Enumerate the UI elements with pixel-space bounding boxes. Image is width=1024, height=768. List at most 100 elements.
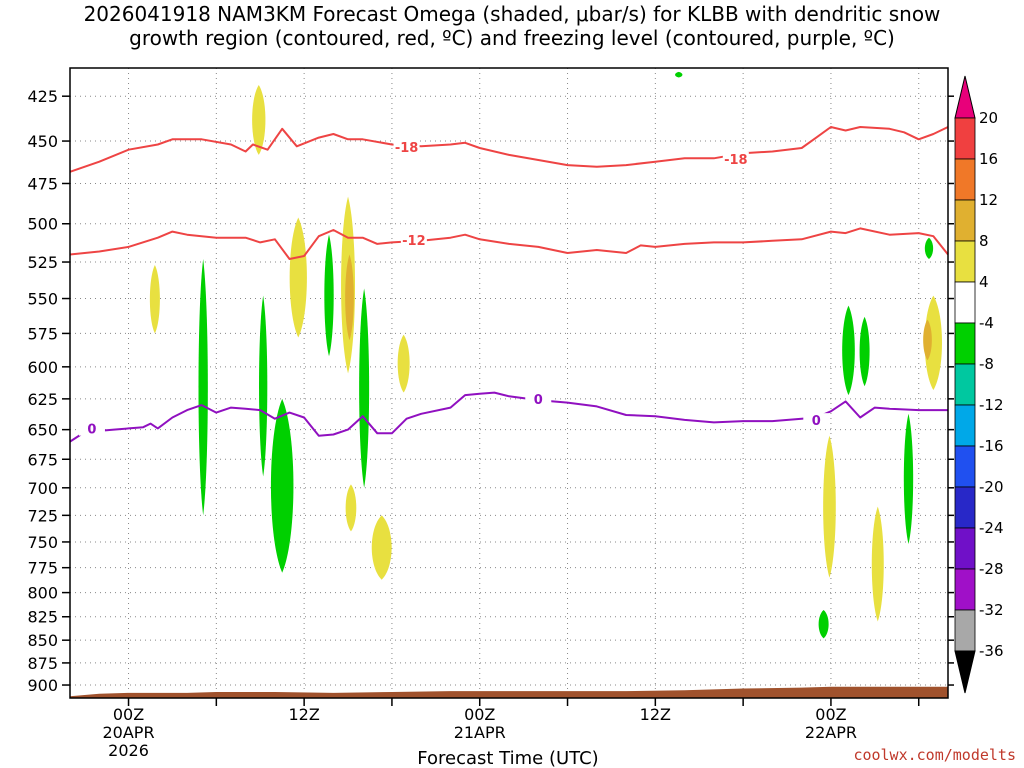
contour-label-0: 0 (812, 414, 821, 429)
omega-region-17 (842, 305, 855, 396)
y-tick-label: 500 (27, 215, 58, 234)
colorbar: 20 16 12 8 4 -4 -8 -12 -16 -20 -24 -28 -32 -36 (954, 75, 1004, 694)
contour-label-bg (400, 232, 427, 247)
contour-label-bg (722, 152, 749, 167)
x-tick-label: 21APR (454, 723, 506, 742)
y-tick-label: 725 (27, 506, 58, 525)
omega-region-5 (397, 334, 410, 393)
omega-region-8 (924, 295, 942, 391)
colorbar-bin (954, 117, 976, 160)
y-tick-label: 775 (27, 559, 58, 578)
y-tick-label: 825 (27, 608, 58, 627)
omega-region-10 (823, 435, 836, 578)
colorbar-bin (954, 240, 976, 283)
colorbar-label: -24 (979, 519, 1004, 537)
colorbar-bottom-arrow (954, 650, 976, 694)
contour-label-0: 0 (87, 423, 96, 438)
y-tick-label: 450 (27, 132, 58, 151)
x-tick-label: 00Z (815, 705, 846, 724)
y-axis-ticks: 425 450 475 500 525 550 575 600 625 650 675 700 725 7… (27, 87, 954, 695)
plot-frame (69, 67, 949, 699)
contour-label-0: 0 (534, 393, 543, 408)
colorbar-label: 4 (979, 273, 989, 291)
x-tick-label: 20APR (102, 723, 154, 742)
contour-label--18: -18 (724, 153, 748, 168)
colorbar-label: -12 (979, 396, 1004, 414)
y-tick-label: 475 (27, 174, 58, 193)
terrain-fill (70, 686, 948, 698)
y-tick-label: 850 (27, 631, 58, 650)
chart-title-line1: 2026041918 NAM3KM Forecast Omega (shaded… (83, 2, 941, 26)
colorbar-label: 12 (979, 191, 998, 209)
contour-label-bg (78, 421, 105, 436)
contour-label-bg (393, 140, 420, 155)
y-tick-label: 900 (27, 676, 58, 695)
colorbar-label: -4 (979, 314, 994, 332)
temperature-contours: -18 -18 -12 0 0 0 (69, 126, 949, 443)
omega-region-21 (924, 237, 934, 260)
terrain-area (70, 686, 948, 698)
x-tick-label: 22APR (805, 723, 857, 742)
colorbar-top-arrow (954, 75, 976, 119)
x-tick-label: 2026 (108, 741, 149, 760)
y-tick-label: 550 (27, 290, 58, 309)
x-tick-label: 00Z (464, 705, 495, 724)
colorbar-bin (954, 445, 976, 488)
x-tick-label: 00Z (113, 705, 144, 724)
colorbar-bin (954, 527, 976, 570)
plot-border (69, 67, 949, 699)
colorbar-label: -36 (979, 642, 1004, 660)
colorbar-bin (954, 199, 976, 242)
colorbar-bin (954, 363, 976, 406)
omega-region-16 (270, 398, 294, 573)
y-tick-label: 675 (27, 450, 58, 469)
y-tick-label: 600 (27, 358, 58, 377)
colorbar-bin (954, 609, 976, 652)
chart-title: 2026041918 NAM3KM Forecast Omega (shaded… (0, 2, 1024, 50)
colorbar-bin (954, 568, 976, 611)
chart-title-line2: growth region (contoured, red, ºC) and f… (129, 26, 895, 50)
omega-region-20 (818, 610, 829, 639)
omega-region-13 (259, 295, 268, 477)
colorbar-label: 16 (979, 150, 998, 168)
colorbar-label: -32 (979, 601, 1004, 619)
y-tick-label: 650 (27, 421, 58, 440)
omega-shading (149, 71, 942, 639)
credit-link[interactable]: coolwx.com/modelts (853, 746, 1016, 764)
omega-region-7 (371, 515, 392, 580)
y-tick-label: 875 (27, 654, 58, 673)
y-tick-label: 700 (27, 479, 58, 498)
colorbar-label: 20 (979, 109, 998, 127)
contour-label-bg (525, 392, 552, 407)
y-tick-label: 625 (27, 390, 58, 409)
contour-line--18 (69, 126, 949, 173)
omega-region-15 (359, 288, 370, 488)
omega-region-1 (149, 265, 160, 334)
colorbar-label: -16 (979, 437, 1004, 455)
omega-region-4 (345, 254, 354, 341)
y-tick-label: 800 (27, 584, 58, 603)
omega-region-0 (252, 85, 266, 155)
omega-region-9 (923, 319, 932, 361)
colorbar-label: -20 (979, 478, 1004, 496)
contour-label--18: -18 (395, 141, 419, 156)
colorbar-label: -28 (979, 560, 1004, 578)
omega-region-11 (871, 506, 884, 622)
omega-region-6 (345, 484, 357, 532)
omega-region-12 (198, 259, 208, 516)
y-tick-label: 525 (27, 253, 58, 272)
colorbar-bin (954, 281, 976, 324)
omega-region-19 (903, 413, 914, 545)
colorbar-bin (954, 404, 976, 447)
omega-region-14 (324, 234, 334, 357)
colorbar-bin (954, 158, 976, 201)
omega-region-22 (675, 71, 683, 78)
omega-region-18 (859, 316, 870, 387)
grid-lines (70, 68, 948, 698)
omega-region-2 (289, 217, 307, 338)
colorbar-bin (954, 322, 976, 365)
x-tick-label: 12Z (288, 705, 319, 724)
contour-line--12 (69, 227, 949, 260)
x-tick-label: 12Z (640, 705, 671, 724)
